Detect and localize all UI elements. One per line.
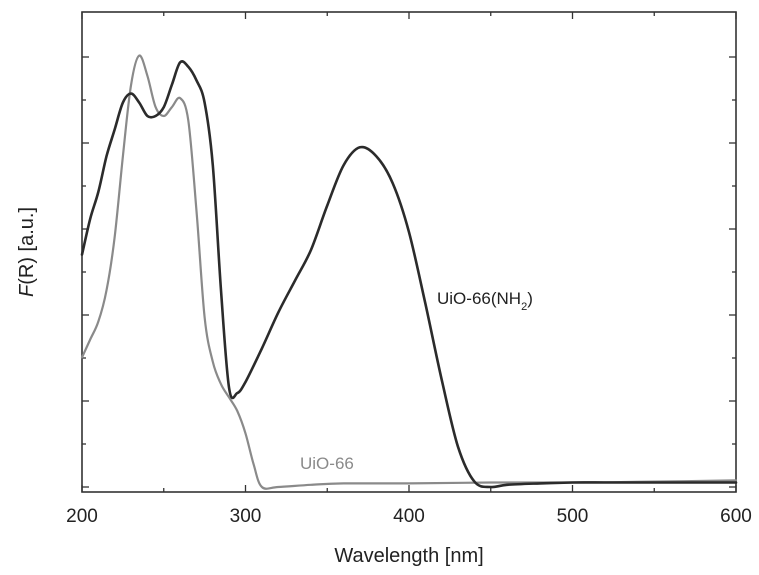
series-line-uio66nh2 bbox=[80, 60, 738, 489]
series-line-uio66 bbox=[80, 54, 738, 490]
axis-ticks bbox=[81, 12, 737, 492]
x-tick-label: 200 bbox=[66, 506, 98, 527]
x-tick-label: 500 bbox=[557, 506, 589, 527]
x-axis-title: Wavelength [nm] bbox=[334, 545, 483, 567]
y-axis-title: F(R) [a.u.] bbox=[16, 207, 38, 297]
x-tick-label: 300 bbox=[230, 506, 262, 527]
series-label-uio66: UiO-66 bbox=[300, 454, 354, 473]
x-tick-labels: 200 300 400 500 600 bbox=[66, 506, 752, 527]
x-tick-label: 600 bbox=[720, 506, 752, 527]
plot-frame bbox=[81, 11, 737, 493]
series-label-uio66nh2: UiO-66(NH2) bbox=[437, 289, 533, 313]
series-lines bbox=[80, 54, 738, 490]
x-tick-label: 400 bbox=[393, 506, 425, 527]
